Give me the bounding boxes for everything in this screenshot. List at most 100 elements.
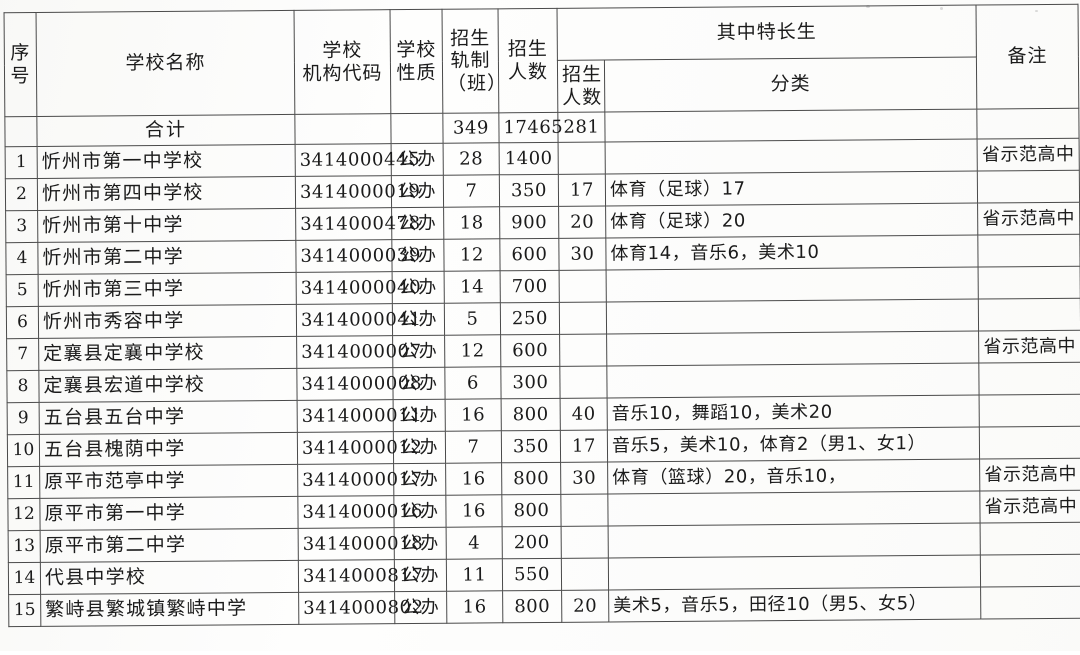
col-header-index-line1: 序: [10, 42, 31, 65]
row-track-classes: 11: [446, 558, 503, 592]
header-row-primary: 序 号 学校名称 学校 机构代码: [4, 4, 1079, 117]
row-track-classes: 16: [445, 494, 503, 528]
table-header: 序 号 学校名称 学校 机构代码: [4, 4, 1079, 117]
row-enroll-count: 1400: [499, 142, 559, 175]
row-track-classes: 12: [444, 334, 501, 368]
total-row-enroll-count: 17465: [498, 112, 563, 143]
total-row-school-code: [294, 113, 392, 145]
row-enroll-count: 250: [500, 302, 560, 335]
col-header-school-nature-line1: 学校: [396, 38, 437, 62]
row-school-code: 3414000018: [298, 527, 423, 561]
col-header-school-code-line2: 机构代码: [302, 61, 383, 85]
row-enroll-count: 600: [500, 334, 560, 367]
col-header-enroll-count: 招生 人数: [498, 8, 558, 113]
row-school-name: 定襄县定襄中学校: [38, 336, 297, 371]
row-specialty-category: 体育14，音乐6，美术10: [605, 235, 979, 270]
row-track-classes: 12: [443, 238, 501, 272]
row-specialty-category: [606, 299, 979, 334]
total-row-track-classes: 349: [442, 112, 500, 144]
total-row-specialty-category: [604, 109, 978, 142]
row-school-nature: 公办: [393, 495, 447, 528]
row-specialty-category: [606, 331, 979, 366]
col-header-track-classes-line2: 轨制: [450, 49, 491, 72]
row-remark: [979, 394, 1080, 428]
col-header-specialty-count: 招生 人数: [557, 59, 605, 113]
enrollment-table: 序 号 学校名称 学校 机构代码: [3, 3, 1080, 628]
col-header-index: 序 号: [4, 12, 37, 117]
row-school-code: 3414000019: [295, 175, 421, 209]
row-school-code: 3414000040: [296, 271, 421, 305]
row-index: 14: [8, 562, 41, 595]
row-index: 12: [7, 498, 41, 531]
col-header-specialty-category: 分类: [604, 57, 977, 112]
row-school-nature: 公办: [394, 527, 447, 560]
row-specialty-category: [607, 491, 981, 526]
row-school-name: 原平市第一中学: [39, 496, 299, 531]
row-index: 6: [6, 306, 39, 339]
row-school-code: 3414000007: [296, 335, 422, 369]
row-track-classes: 14: [444, 270, 501, 304]
row-track-classes: 6: [444, 366, 502, 400]
col-header-school-nature: 学校 性质: [390, 9, 443, 114]
row-index: 10: [7, 434, 40, 467]
row-enroll-count: 350: [501, 430, 561, 463]
col-header-specialty-group: 其中特长生: [557, 5, 977, 61]
total-row-specialty-count: 281: [557, 111, 606, 143]
row-school-name: 原平市范亭中学: [39, 464, 298, 499]
row-school-nature: 公办: [391, 175, 444, 208]
row-track-classes: 16: [445, 462, 502, 496]
row-school-name: 忻州市第一中学校: [37, 144, 296, 179]
row-school-code: 3414000011: [297, 399, 422, 433]
row-enroll-count: 300: [500, 366, 561, 399]
col-header-track-classes-line3: （班）: [447, 71, 508, 95]
col-header-specialty-count-line2: 人数: [562, 86, 603, 109]
row-remark: 省示范高中: [979, 490, 1080, 524]
col-header-school-name-line1: 学校名称: [125, 51, 206, 75]
row-school-nature: 公办: [393, 431, 446, 464]
row-school-nature: 公办: [394, 559, 447, 592]
row-school-name: 代县中学校: [40, 560, 299, 595]
row-index: 9: [7, 402, 40, 435]
row-school-nature: 公办: [391, 207, 444, 240]
col-header-enroll-count-line2: 人数: [507, 60, 549, 83]
row-track-classes: 7: [443, 174, 500, 208]
row-specialty-category: [606, 363, 980, 398]
row-enroll-count: 550: [502, 558, 562, 591]
row-specialty-count: [560, 493, 609, 527]
col-header-school-code: 学校 机构代码: [294, 9, 391, 115]
row-enroll-count: 800: [501, 398, 561, 431]
row-specialty-count: 20: [561, 589, 609, 623]
row-school-name: 繁峙县繁城镇繁峙中学: [40, 592, 299, 627]
row-specialty-category: [606, 267, 979, 302]
col-header-school-name: 学校名称: [36, 10, 295, 117]
row-index: 4: [5, 242, 39, 275]
row-enroll-count: 600: [499, 238, 560, 271]
col-header-enroll-count-line1: 招生: [507, 38, 548, 61]
row-specialty-category: 音乐5，美术10，体育2（男1、女1）: [607, 427, 980, 462]
row-school-name: 定襄县宏道中学校: [38, 368, 298, 403]
row-school-code: 3414000041: [296, 303, 422, 337]
row-specialty-count: 30: [558, 237, 607, 271]
row-school-nature: 公办: [391, 143, 444, 176]
row-school-name: 原平市第二中学: [40, 528, 299, 563]
row-remark: [979, 426, 1080, 460]
row-school-nature: 公办: [391, 239, 445, 272]
row-school-nature: 公办: [392, 335, 445, 368]
row-specialty-count: [561, 557, 609, 591]
row-school-code: 3414000012: [297, 431, 423, 465]
row-track-classes: 5: [444, 302, 501, 336]
row-enroll-count: 700: [500, 270, 560, 303]
row-track-classes: 28: [443, 142, 500, 176]
row-specialty-count: 17: [560, 429, 608, 463]
row-index: 11: [7, 466, 40, 499]
row-specialty-count: 20: [558, 205, 606, 239]
row-school-code: 3414000445: [295, 143, 420, 177]
row-remark: [980, 554, 1080, 588]
row-specialty-category: 体育（足球）17: [605, 171, 978, 206]
table-body: 合计 349 17465 281 1 忻州市第一中学校 3414000445 公办 28…: [4, 108, 1080, 627]
row-remark: 省示范高中: [977, 138, 1080, 172]
row-remark: [980, 522, 1080, 556]
row-school-code: 3414000016: [297, 495, 423, 529]
